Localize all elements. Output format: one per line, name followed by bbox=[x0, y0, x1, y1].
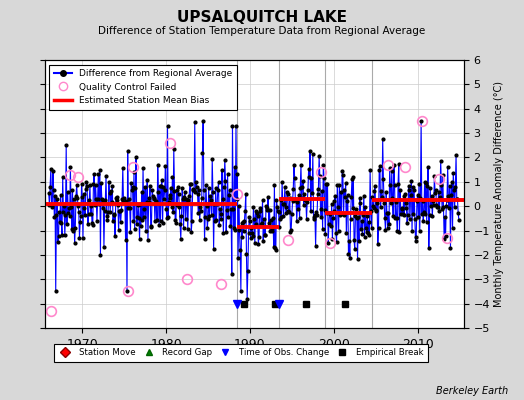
Text: Berkeley Earth: Berkeley Earth bbox=[436, 386, 508, 396]
Text: Difference of Station Temperature Data from Regional Average: Difference of Station Temperature Data f… bbox=[99, 26, 425, 36]
Text: UPSALQUITCH LAKE: UPSALQUITCH LAKE bbox=[177, 10, 347, 25]
Y-axis label: Monthly Temperature Anomaly Difference (°C): Monthly Temperature Anomaly Difference (… bbox=[494, 81, 504, 307]
Legend: Difference from Regional Average, Quality Control Failed, Estimated Station Mean: Difference from Regional Average, Qualit… bbox=[49, 64, 237, 110]
Legend: Station Move, Record Gap, Time of Obs. Change, Empirical Break: Station Move, Record Gap, Time of Obs. C… bbox=[54, 344, 428, 362]
